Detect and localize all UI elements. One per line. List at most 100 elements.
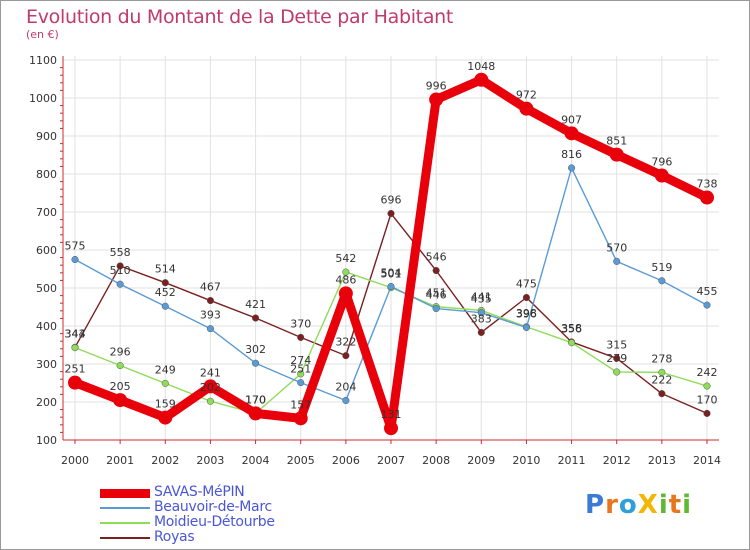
y-tick-label: 200 [36,396,57,409]
data-label-royas: 421 [245,298,266,311]
data-label-beauvoir-de-marc: 452 [155,286,176,299]
y-tick-label: 400 [36,320,57,333]
x-tick-label: 2009 [467,454,495,467]
data-label-beauvoir-de-marc: 204 [335,380,356,393]
data-label-savas-mepin: 1048 [467,60,495,73]
data-label-moidieu-detourbe: 278 [651,352,672,365]
line-chart: 100 200 300 400 500 600 700 800 900 1000 1100 2000 2… [29,54,721,467]
data-label-savas-mepin: 170 [245,393,266,406]
data-label-moidieu-detourbe: 451 [426,287,447,300]
data-point-beauvoir-de-marc [71,255,79,264]
data-point-savas-mepin [158,410,173,425]
data-label-royas: 467 [200,281,221,294]
x-tick-label: 2002 [151,454,179,467]
legend-label: Moidieu-Détourbe [154,514,275,530]
legend-swatch [100,507,150,509]
data-label-beauvoir-de-marc: 575 [65,240,86,253]
legend-item-moidieu-detourbe: Moidieu-Détourbe [100,514,360,530]
data-point-royas [432,266,440,275]
data-label-beauvoir-de-marc: 455 [697,285,718,298]
data-label-savas-mepin: 205 [110,380,131,393]
data-point-moidieu-detourbe [71,344,79,352]
data-label-moidieu-detourbe: 170 [245,393,266,406]
y-tick-label: 700 [36,206,57,219]
unit-label: (en €) [26,28,59,41]
data-label-beauvoir-de-marc: 519 [651,261,672,274]
x-tick-label: 2010 [512,454,540,467]
data-point-royas [252,314,260,322]
data-label-moidieu-detourbe: 242 [697,366,718,379]
data-label-moidieu-detourbe: 356 [561,323,582,336]
x-tick-label: 2005 [287,454,315,467]
x-tick-label: 2012 [603,454,631,467]
data-label-royas: 370 [290,317,311,330]
legend-label: SAVAS-MéPIN [154,484,245,500]
data-label-moidieu-detourbe: 501 [381,268,402,281]
data-point-royas [522,293,530,302]
data-point-moidieu-detourbe [568,339,576,347]
y-tick-label: 1100 [29,54,57,67]
data-label-royas: 222 [651,374,672,387]
data-point-savas-mepin [700,190,714,205]
proxiti-logo: ProXiti [585,490,692,520]
data-label-beauvoir-de-marc: 302 [245,343,266,356]
logo-letter: P [585,490,606,520]
data-point-beauvoir-de-marc [568,164,576,172]
logo-letter: X [637,490,659,520]
data-point-savas-mepin [203,379,218,394]
logo-letter: i [658,490,669,520]
legend-item-savas-mepin: SAVAS-MéPIN [100,484,360,500]
data-label-beauvoir-de-marc: 393 [200,309,221,322]
data-label-savas-mepin: 907 [561,113,582,126]
legend-swatch [100,522,150,524]
x-tick-label: 2007 [377,454,405,467]
data-label-royas: 344 [65,327,86,340]
data-point-savas-mepin [564,126,579,141]
data-label-beauvoir-de-marc: 396 [516,308,537,321]
legend-label: Beauvoir-de-Marc [154,499,272,515]
data-point-beauvoir-de-marc [116,280,124,288]
data-label-royas: 546 [426,251,447,264]
data-point-beauvoir-de-marc [297,379,305,387]
data-label-savas-mepin: 486 [335,273,356,286]
data-label-beauvoir-de-marc: 435 [471,293,492,306]
data-label-royas: 475 [516,278,537,291]
x-tick-label: 2014 [693,454,721,467]
data-label-savas-mepin: 251 [65,363,86,376]
data-label-savas-mepin: 796 [651,156,672,169]
data-label-moidieu-detourbe: 279 [606,352,627,365]
data-label-moidieu-detourbe: 296 [110,346,131,359]
x-tick-label: 2004 [242,454,270,467]
data-label-savas-mepin: 159 [155,398,176,411]
data-label-moidieu-detourbe: 398 [516,307,537,320]
data-label-moidieu-detourbe: 441 [471,290,492,303]
data-point-beauvoir-de-marc [252,359,260,367]
x-tick-label: 2001 [106,454,134,467]
data-point-moidieu-detourbe [658,368,666,376]
legend-item-royas: Royas [100,529,360,545]
data-point-savas-mepin [474,72,489,87]
logo-letter: t [668,490,683,520]
data-label-beauvoir-de-marc: 251 [290,363,311,376]
data-label-beauvoir-de-marc: 510 [110,264,131,277]
data-point-beauvoir-de-marc [432,304,440,313]
data-point-beauvoir-de-marc [477,309,485,317]
legend-swatch [100,537,150,539]
x-tick-label: 2008 [422,454,450,467]
data-point-royas [116,262,124,270]
legend-item-beauvoir-de-marc: Beauvoir-de-Marc [100,499,360,515]
y-tick-label: 1000 [29,92,57,105]
data-point-savas-mepin [338,286,353,301]
data-point-savas-mepin [654,168,669,183]
y-tick-label: 800 [36,168,57,181]
data-point-royas [206,296,214,305]
data-label-savas-mepin: 131 [381,408,402,421]
data-point-savas-mepin [519,101,534,116]
data-point-moidieu-detourbe [613,368,621,376]
x-tick-label: 2003 [196,454,224,467]
data-point-beauvoir-de-marc [206,325,214,333]
data-label-beauvoir-de-marc: 446 [426,289,447,302]
data-label-royas: 170 [697,393,718,406]
x-tick-label: 2013 [648,454,676,467]
data-point-royas [342,352,350,360]
